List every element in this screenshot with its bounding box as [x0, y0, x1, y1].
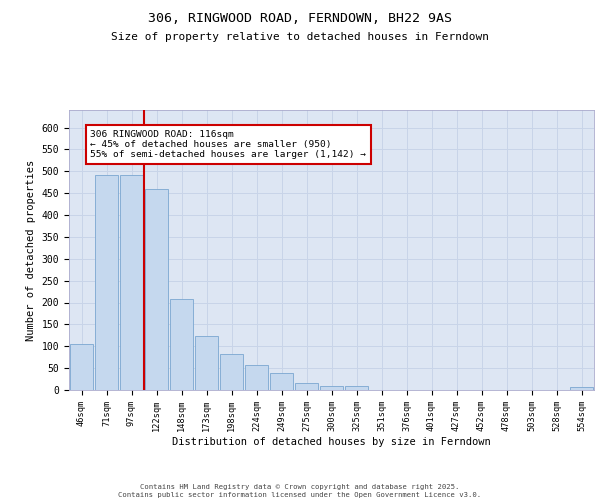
X-axis label: Distribution of detached houses by size in Ferndown: Distribution of detached houses by size …	[172, 437, 491, 447]
Bar	[95, 175, 118, 390]
Bar	[195, 336, 218, 390]
Y-axis label: Number of detached properties: Number of detached properties	[26, 160, 36, 340]
Text: 306 RINGWOOD ROAD: 116sqm
← 45% of detached houses are smaller (950)
55% of semi: 306 RINGWOOD ROAD: 116sqm ← 45% of detac…	[90, 130, 366, 160]
Text: 306, RINGWOOD ROAD, FERNDOWN, BH22 9AS: 306, RINGWOOD ROAD, FERNDOWN, BH22 9AS	[148, 12, 452, 26]
Text: Contains HM Land Registry data © Crown copyright and database right 2025.
Contai: Contains HM Land Registry data © Crown c…	[118, 484, 482, 498]
Bar	[320, 386, 343, 390]
Text: Size of property relative to detached houses in Ferndown: Size of property relative to detached ho…	[111, 32, 489, 42]
Bar	[245, 365, 268, 390]
Bar	[170, 300, 193, 390]
Bar	[145, 188, 168, 390]
Bar	[270, 374, 293, 390]
Bar	[220, 354, 243, 390]
Bar	[70, 344, 93, 390]
Bar	[120, 175, 143, 390]
Bar	[345, 386, 368, 390]
Bar	[295, 384, 318, 390]
Bar	[570, 387, 593, 390]
